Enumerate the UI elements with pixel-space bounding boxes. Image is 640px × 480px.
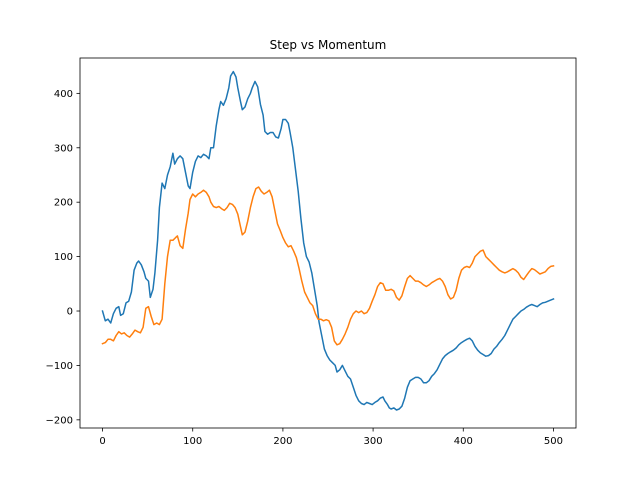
y-tick-label: 100 — [54, 252, 73, 263]
series-line-2 — [101, 186, 555, 346]
y-tick-label: 0 — [67, 307, 73, 318]
x-tick-label: 500 — [544, 436, 563, 447]
x-tick-label: 0 — [99, 436, 105, 447]
y-tick-label: 300 — [54, 143, 73, 154]
x-tick-label: 100 — [183, 436, 202, 447]
series-line-1 — [101, 70, 555, 411]
plot-area-frame — [79, 57, 577, 429]
x-axis-ticks: 0 100 200 300 400 500 — [99, 428, 563, 447]
y-tick-label: 200 — [54, 198, 73, 209]
x-tick-label: 300 — [364, 436, 383, 447]
y-tick-label: −200 — [46, 415, 73, 426]
chart-title: Step vs Momentum — [270, 38, 387, 52]
x-tick-label: 200 — [273, 436, 292, 447]
series-layer — [101, 70, 555, 411]
y-axis-ticks: −200 −100 0 100 200 300 400 — [46, 89, 80, 426]
y-tick-label: 400 — [54, 89, 73, 100]
y-tick-label: −100 — [46, 361, 73, 372]
x-tick-label: 400 — [454, 436, 473, 447]
